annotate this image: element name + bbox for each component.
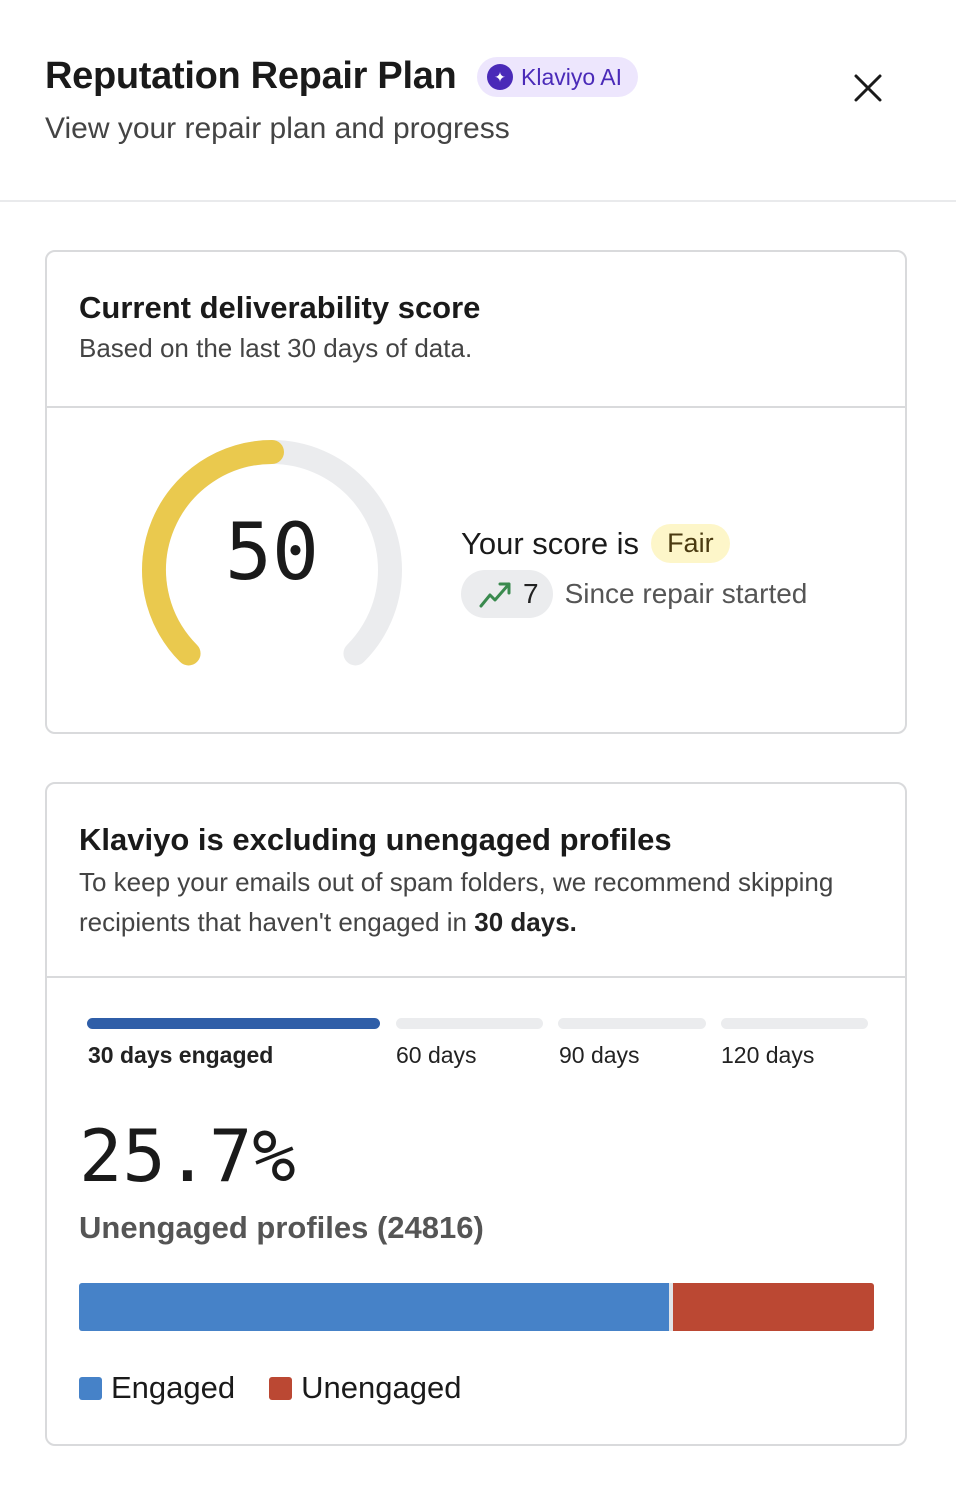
segment-30-days[interactable] bbox=[87, 1018, 380, 1029]
engaged-swatch bbox=[79, 1376, 102, 1400]
legend-unengaged: Unengaged bbox=[269, 1370, 461, 1406]
trend-badge: 7 bbox=[461, 570, 553, 618]
engagement-bar bbox=[79, 1283, 874, 1331]
change-label: Since repair started bbox=[564, 578, 808, 609]
segment-60-days[interactable] bbox=[396, 1018, 543, 1029]
score-rating: Your score is Fair bbox=[461, 524, 730, 563]
deliverability-score-card: Current deliverability score Based on th… bbox=[45, 250, 907, 734]
legend-engaged: Engaged bbox=[79, 1370, 235, 1406]
score-value: 50 bbox=[225, 508, 319, 598]
segment-label[interactable]: 60 days bbox=[396, 1042, 477, 1068]
segment-label[interactable]: 90 days bbox=[559, 1042, 640, 1068]
card-description: To keep your emails out of spam folders,… bbox=[79, 867, 834, 937]
chart-legend: Engaged Unengaged bbox=[79, 1370, 461, 1406]
score-gauge bbox=[142, 440, 402, 666]
segment-label[interactable]: 30 days engaged bbox=[88, 1042, 274, 1068]
segment-90-days[interactable] bbox=[558, 1018, 706, 1029]
score-prefix: Your score is bbox=[461, 525, 640, 561]
rating-badge: Fair bbox=[651, 524, 730, 563]
card-title: Klaviyo is excluding unengaged profiles bbox=[79, 822, 672, 857]
segment-label[interactable]: 120 days bbox=[721, 1042, 815, 1068]
unengaged-percent: 25.7% bbox=[79, 1114, 296, 1198]
segment-120-days[interactable] bbox=[721, 1018, 868, 1029]
page-subtitle: View your repair plan and progress bbox=[45, 112, 510, 145]
page-title: Reputation Repair Plan bbox=[45, 55, 457, 97]
gauge-fill bbox=[142, 440, 284, 666]
trending-up-icon bbox=[479, 582, 511, 608]
panel-header: Reputation Repair Plan ✦ Klaviyo AI View… bbox=[0, 0, 956, 202]
badge-label: Klaviyo AI bbox=[521, 63, 622, 90]
unengaged-count: Unengaged profiles (24816) bbox=[79, 1210, 484, 1245]
card-title: Current deliverability score bbox=[79, 290, 481, 325]
unengaged-profiles-card: Klaviyo is excluding unengaged profiles … bbox=[45, 782, 907, 1446]
card-description: Based on the last 30 days of data. bbox=[79, 333, 473, 363]
klaviyo-ai-badge: ✦ Klaviyo AI bbox=[477, 57, 638, 97]
sparkle-icon: ✦ bbox=[487, 64, 513, 90]
unengaged-swatch bbox=[269, 1376, 293, 1400]
close-icon[interactable] bbox=[848, 68, 888, 108]
change-value: 7 bbox=[523, 578, 539, 609]
unengaged-bar-segment bbox=[673, 1283, 874, 1331]
engaged-bar-segment bbox=[79, 1283, 670, 1331]
score-change: 7 Since repair started bbox=[461, 570, 807, 618]
